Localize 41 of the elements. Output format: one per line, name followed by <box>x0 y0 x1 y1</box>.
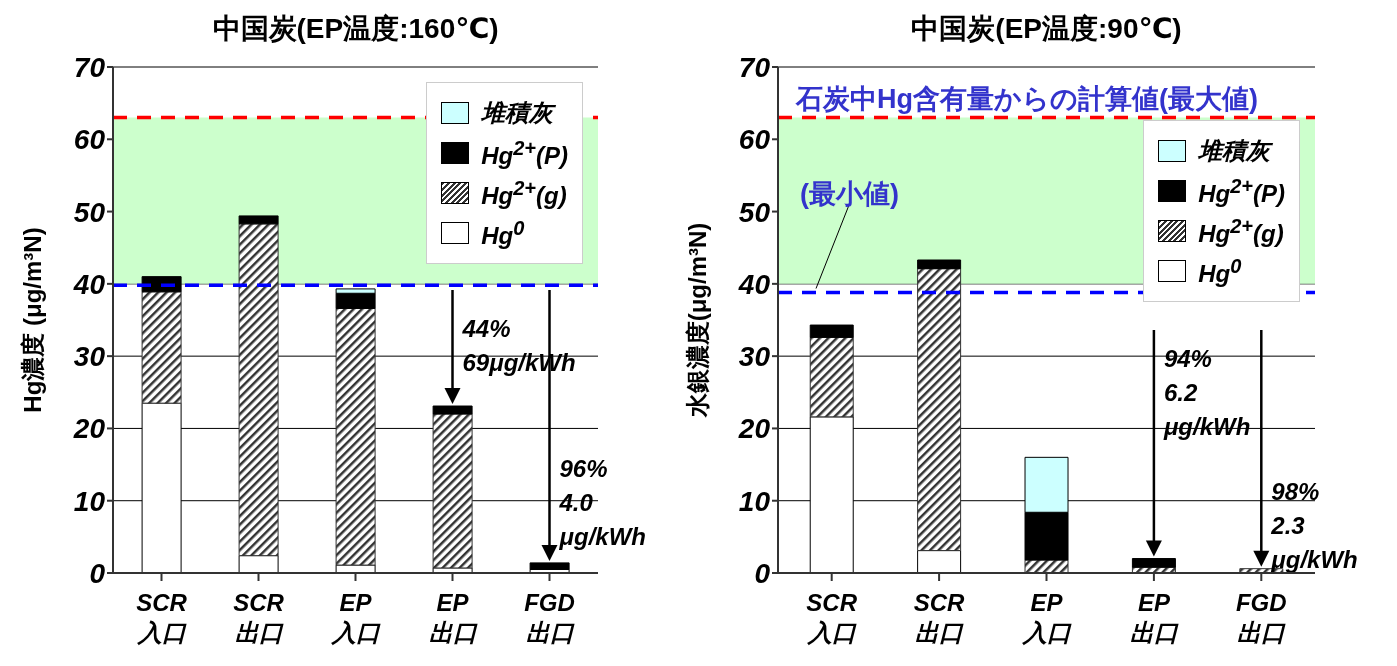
y-tick-label: 40 <box>72 268 106 300</box>
legend-label: Hg$^{2+}$(g) <box>1198 214 1284 248</box>
x-tick-label: SCR 入口 <box>805 589 858 646</box>
ref-line-label: 石炭中Hg含有量からの計算値(最大値) <box>795 83 1258 114</box>
y-tick-label: 20 <box>737 413 771 445</box>
y-tick-label: 10 <box>73 485 106 517</box>
chart-title: 中国炭(EP温度:90℃) <box>910 12 1183 46</box>
y-tick-label: 30 <box>73 341 106 373</box>
annotation: 98% 2.3 μg/kWh <box>1270 478 1358 573</box>
x-tick-label: EP 入口 <box>1020 589 1072 646</box>
y-axis-title: 水銀濃度(μg/m³N) <box>683 222 711 419</box>
x-tick-label: SCR 出口 <box>233 589 285 646</box>
x-tick-label: SCR 出口 <box>913 589 966 646</box>
x-tick-label: EP 入口 <box>329 589 381 646</box>
ref-line-label: (最小値) <box>800 178 899 209</box>
y-tick-label: 0 <box>89 557 106 589</box>
legend-label: Hg$^{2+}$(g) <box>481 176 567 210</box>
x-tick-label: FGD 出口 <box>1235 589 1287 646</box>
y-tick-label: 60 <box>738 124 771 156</box>
legend-label: Hg$^{2+}$(P) <box>481 136 568 170</box>
x-tick-label: SCR 入口 <box>135 589 188 646</box>
legend-label: 堆積灰 <box>481 98 554 128</box>
y-tick-label: 70 <box>738 51 771 83</box>
y-tick-label: 0 <box>754 557 771 589</box>
legend-label: 堆積灰 <box>1198 136 1271 166</box>
legend-label: Hg$^{0}$ <box>1198 254 1242 288</box>
y-tick-label: 40 <box>737 268 771 300</box>
y-tick-label: 50 <box>73 196 106 228</box>
y-axis-title: Hg濃度 (μg/m³N) <box>18 227 46 413</box>
y-tick-label: 50 <box>738 196 771 228</box>
x-tick-label: EP 出口 <box>1129 589 1179 646</box>
y-tick-label: 10 <box>738 485 771 517</box>
legend-label: Hg$^{0}$ <box>481 216 525 250</box>
x-tick-label: EP 出口 <box>428 589 478 646</box>
y-tick-label: 70 <box>73 51 106 83</box>
x-tick-label: FGD 出口 <box>524 589 575 646</box>
legend-label: Hg$^{2+}$(P) <box>1198 174 1285 208</box>
chart-title: 中国炭(EP温度:160℃) <box>211 12 500 46</box>
y-tick-label: 20 <box>72 413 106 445</box>
y-tick-label: 60 <box>73 124 106 156</box>
y-tick-label: 30 <box>738 341 771 373</box>
